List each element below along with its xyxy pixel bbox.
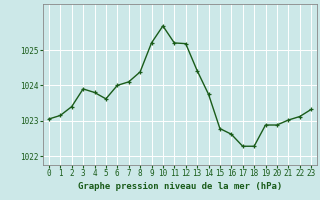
X-axis label: Graphe pression niveau de la mer (hPa): Graphe pression niveau de la mer (hPa) <box>78 182 282 191</box>
